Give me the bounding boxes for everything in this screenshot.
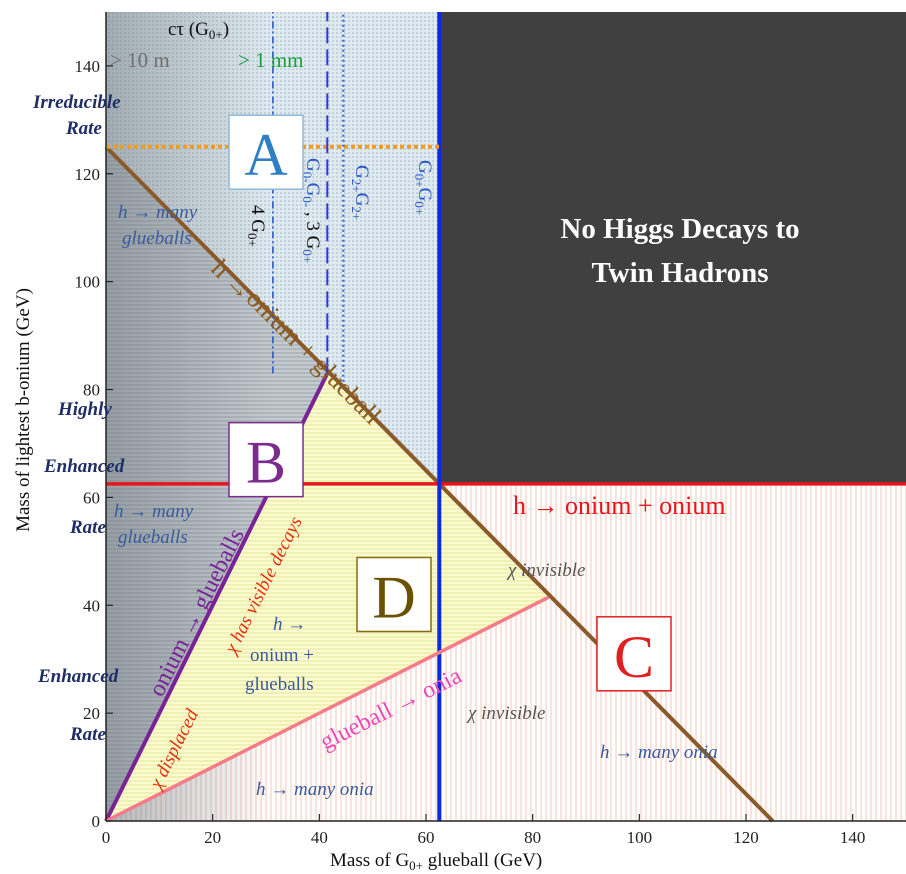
chart-regions <box>106 12 906 822</box>
chi-invisible-label-1: χ invisible <box>506 560 585 581</box>
y-tick-label-3: 60 <box>83 488 100 507</box>
h-onium-onium-label: h → onium + onium <box>513 491 726 520</box>
h-onium-glueballs-3: glueballs <box>245 674 314 695</box>
y-tick-label-7: 140 <box>75 57 101 76</box>
region-boxes: A B C D <box>228 114 672 692</box>
region-box-a <box>228 114 304 190</box>
region-label-d: D <box>372 564 415 630</box>
no-higgs-label-1: No Higgs Decays to <box>560 213 799 245</box>
four-g0-label: 4 G0+ <box>245 205 268 247</box>
region-d-triangle <box>106 373 549 821</box>
x-tick-label-0: 0 <box>102 828 111 847</box>
y-tick-label-0: 0 <box>92 812 101 831</box>
x-tick-label-3: 60 <box>418 828 435 847</box>
chart-axes: 0 20 40 60 80 100 120 140 0 20 40 60 80 100 120 140 <box>75 12 906 847</box>
region-box-c <box>596 616 672 692</box>
x-tick-label-6: 120 <box>733 828 759 847</box>
region-label-b: B <box>246 430 286 496</box>
ctau-1mm-label: > 1 mm <box>238 48 304 72</box>
h-many-onia-label-2: h → many onia <box>600 742 718 763</box>
y-axis-label: Mass of lightest b-onium (GeV) <box>13 288 34 532</box>
irreducible-label: Irreducible <box>32 92 121 113</box>
y-tick-label-1: 20 <box>83 704 100 723</box>
h-many-onia-label-1: h → many onia <box>256 779 374 800</box>
x-axis-label: Mass of G0+ glueball (GeV) <box>330 850 542 873</box>
x-tick-label-5: 100 <box>627 828 653 847</box>
h-many-glueballs-a-2: glueballs <box>122 228 192 249</box>
h-many-glueballs-b-2: glueballs <box>118 527 188 548</box>
ctau-10m-label: > 10 m <box>110 48 170 72</box>
h-onium-glueballs-1: h → <box>273 614 306 635</box>
x-tick-label-2: 40 <box>311 828 328 847</box>
x-tick-label-7: 140 <box>840 828 866 847</box>
no-higgs-label-2: Twin Hadrons <box>591 257 768 289</box>
y-tick-label-4: 80 <box>83 381 100 400</box>
series-line-4 <box>105 595 550 823</box>
g0m-g0m-label: G0-G0- , 3 G0+ <box>300 158 323 263</box>
h-many-glueballs-b-1: h → many <box>114 501 194 522</box>
y-tick-label-6: 120 <box>75 165 101 184</box>
region-no-higgs <box>439 12 906 484</box>
chart-lines <box>104 12 906 823</box>
enhanced-label-2: Enhanced <box>37 666 119 687</box>
g2-g2-label: G2+G2+ <box>349 165 372 220</box>
x-tick-label-4: 80 <box>524 828 541 847</box>
h-many-glueballs-a-1: h → many <box>118 202 198 223</box>
rate-label: Rate <box>69 517 106 538</box>
chi-invisible-label-2: χ invisible <box>466 703 545 724</box>
enhanced-label: Enhanced <box>43 456 125 477</box>
region-label-a: A <box>244 122 287 188</box>
region-box-b <box>228 421 304 498</box>
g0-g0-label: G0+G0+ <box>412 160 435 215</box>
x-tick-label-1: 20 <box>204 828 221 847</box>
rate-label-2: Rate <box>69 724 106 745</box>
h-onium-glueballs-2: onium + <box>250 645 314 666</box>
y-tick-label-2: 40 <box>83 596 100 615</box>
irreducible-rate-label: Rate <box>65 118 102 139</box>
region-box-d <box>356 556 432 633</box>
ctau-label: cτ (G0+) <box>168 19 229 42</box>
y-tick-label-5: 100 <box>75 273 101 292</box>
region-label-c: C <box>614 624 654 690</box>
highly-label: Highly <box>57 399 112 420</box>
